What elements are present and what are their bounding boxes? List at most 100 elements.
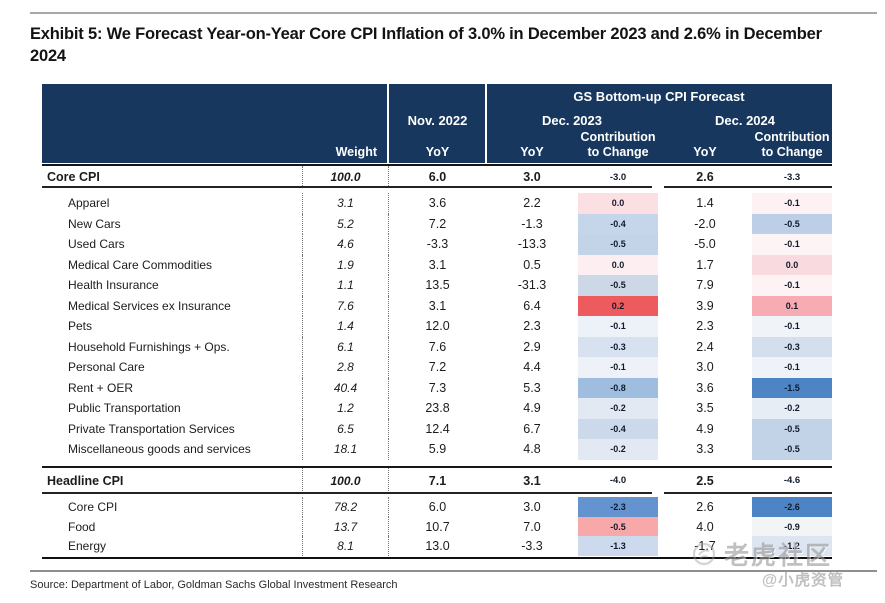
dec2023-contribution-cell: -3.0: [578, 166, 658, 188]
dec2023-contribution-cell: -0.1: [578, 316, 658, 337]
nov2022-yoy-cell: 13.0: [425, 539, 450, 554]
contribution-chip: -4.6: [783, 475, 801, 486]
top-divider: [30, 12, 877, 14]
row-label: Rent + OER: [42, 377, 303, 398]
tiger-circle-logo-icon: [692, 542, 716, 566]
column-weight: Weight: [335, 145, 377, 159]
dec2024-yoy-cell: 3.6: [696, 380, 714, 395]
headline-cpi-section-row: Headline CPI 100.0 7.1 3.1 -4.0 2.5 -4.6: [42, 466, 832, 493]
contribution-chip: -0.2: [752, 398, 832, 419]
spacer: [42, 136, 303, 163]
dec2023-yoy-cell: 2.2: [523, 196, 541, 211]
dec2023-contribution-cell: -0.5: [578, 516, 658, 537]
table-row: Personal Care 2.8 7.2 4.4 -0.1 3.0 -0.1: [42, 357, 832, 378]
row-label: Energy: [42, 536, 303, 557]
dec2023-yoy-cell: 3.0: [523, 170, 541, 184]
dec2023-yoy-cell: 7.0: [523, 519, 541, 534]
row-label: Apparel: [42, 193, 303, 214]
nov2022-yoy-cell: 3.6: [428, 196, 447, 211]
nov2022-yoy-cell: 23.8: [425, 401, 450, 416]
nov2022-yoy-cell: 7.6: [428, 339, 447, 354]
contribution-chip: -3.0: [609, 171, 627, 183]
dec2024-contribution-cell: -3.3: [752, 166, 832, 188]
contribution-chip: -0.1: [578, 357, 658, 378]
dec2024-contribution-cell: 0.0: [752, 254, 832, 275]
nov2022-yoy-cell: 3.1: [428, 298, 447, 313]
dec2024-contribution-cell: -0.5: [752, 418, 832, 439]
row-label: Miscellaneous goods and services: [42, 439, 303, 460]
contribution-chip: -0.5: [752, 213, 832, 234]
dec2024-contribution-cell: -0.3: [752, 336, 832, 357]
table-row: Apparel 3.1 3.6 2.2 0.0 1.4 -0.1: [42, 193, 832, 214]
dec2023-yoy-cell: 4.4: [523, 360, 541, 375]
dec2024-yoy-cell: -1.7: [694, 539, 716, 554]
contribution-chip: -0.5: [578, 234, 658, 255]
contribution-chip: -2.3: [578, 497, 658, 517]
row-label: Food: [42, 516, 303, 537]
dec2024-yoy-cell: 4.9: [696, 421, 714, 436]
nov2022-yoy-cell: 10.7: [425, 519, 450, 534]
dec2024-yoy-cell: 2.3: [696, 319, 714, 334]
section-underline: [42, 491, 652, 494]
weight-cell: 1.1: [303, 275, 389, 296]
row-label: Medical Care Commodities: [42, 254, 303, 275]
dec2024-contribution-cell: -0.1: [752, 275, 832, 296]
dec2023-yoy-cell: 6.4: [523, 298, 541, 313]
dec2024-contribution-cell: -4.6: [752, 468, 832, 493]
row-label: Personal Care: [42, 357, 303, 378]
column-nov-2022: Nov. 2022: [407, 113, 468, 128]
column-group-gs-forecast: GS Bottom-up CPI Forecast: [573, 89, 745, 104]
weight-cell: 5.2: [303, 213, 389, 234]
contribution-chip: 0.1: [752, 295, 832, 316]
dec2023-contribution-cell: -0.4: [578, 418, 658, 439]
dec2023-yoy-cell: 2.9: [523, 339, 541, 354]
dec2024-yoy-cell: 1.7: [696, 257, 714, 272]
contribution-chip: 0.0: [752, 254, 832, 275]
contribution-line1: Contribution: [754, 130, 830, 145]
table-row: Miscellaneous goods and services 18.1 5.9 4…: [42, 439, 832, 460]
contribution-line2: to Change: [761, 144, 823, 159]
dec2024-contribution-cell: -0.2: [752, 398, 832, 419]
dec2023-contribution-cell: -1.3: [578, 536, 658, 557]
table-row: Health Insurance 1.1 13.5 -31.3 -0.5 7.9 -0.1: [42, 275, 832, 296]
contribution-line2: to Change: [587, 144, 649, 159]
nov2022-yoy-cell: 7.1: [428, 473, 447, 488]
exhibit-title: Exhibit 5: We Forecast Year-on-Year Core…: [30, 25, 822, 66]
column-dec-2023: Dec. 2023: [542, 113, 602, 128]
contribution-chip: -0.5: [752, 439, 832, 460]
dec2024-contribution-cell: -1.2: [752, 536, 832, 557]
table-row: New Cars 5.2 7.2 -1.3 -0.4 -2.0 -0.5: [42, 213, 832, 234]
watermark-handle: @小虎资管: [762, 572, 845, 589]
column-dec-2024: Dec. 2024: [715, 113, 775, 128]
contribution-chip: -0.1: [752, 193, 832, 214]
contribution-chip: -1.3: [578, 536, 658, 557]
dec2023-yoy-cell: 6.7: [523, 421, 541, 436]
dec2024-yoy-cell: 3.5: [696, 401, 714, 416]
dec2024-contribution-cell: -2.6: [752, 497, 832, 517]
weight-cell: 13.7: [303, 516, 389, 537]
dec2023-contribution-cell: -0.5: [578, 275, 658, 296]
weight-cell: 7.6: [303, 295, 389, 316]
contribution-chip: -0.9: [752, 516, 832, 537]
dec2024-contribution-cell: -1.5: [752, 377, 832, 398]
dec2023-contribution-cell: 0.0: [578, 254, 658, 275]
core-cpi-items: Apparel 3.1 3.6 2.2 0.0 1.4 -0.1 New Cars 5.2 7.2…: [42, 193, 832, 460]
dec2024-yoy-cell: 2.6: [696, 499, 714, 514]
dec2023-yoy-cell: -13.3: [517, 237, 547, 252]
source-note: Source: Department of Labor, Goldman Sac…: [30, 579, 398, 591]
row-label: Health Insurance: [42, 275, 303, 296]
sub-header-row: Weight YoY YoY Contribution to Change Yo…: [42, 130, 832, 163]
dec2023-contribution-cell: -4.0: [578, 468, 658, 493]
table-row: Core CPI 78.2 6.0 3.0 -2.3 2.6 -2.6: [42, 497, 832, 517]
table-row: Medical Services ex Insurance 7.6 3.1 6.4 0.…: [42, 295, 832, 316]
table-header: GS Bottom-up CPI Forecast Nov. 2022 Dec.…: [42, 84, 832, 163]
contribution-chip: -0.1: [752, 275, 832, 296]
contribution-chip: -0.8: [578, 377, 658, 398]
row-label: Private Transportation Services: [42, 418, 303, 439]
weight-cell: 1.9: [303, 254, 389, 275]
nov2022-yoy-cell: -3.3: [426, 237, 449, 252]
dec2023-contribution-cell: -0.1: [578, 357, 658, 378]
dec2024-yoy-cell: 2.5: [696, 473, 714, 488]
watermark-brand: 老虎社区: [724, 542, 833, 570]
